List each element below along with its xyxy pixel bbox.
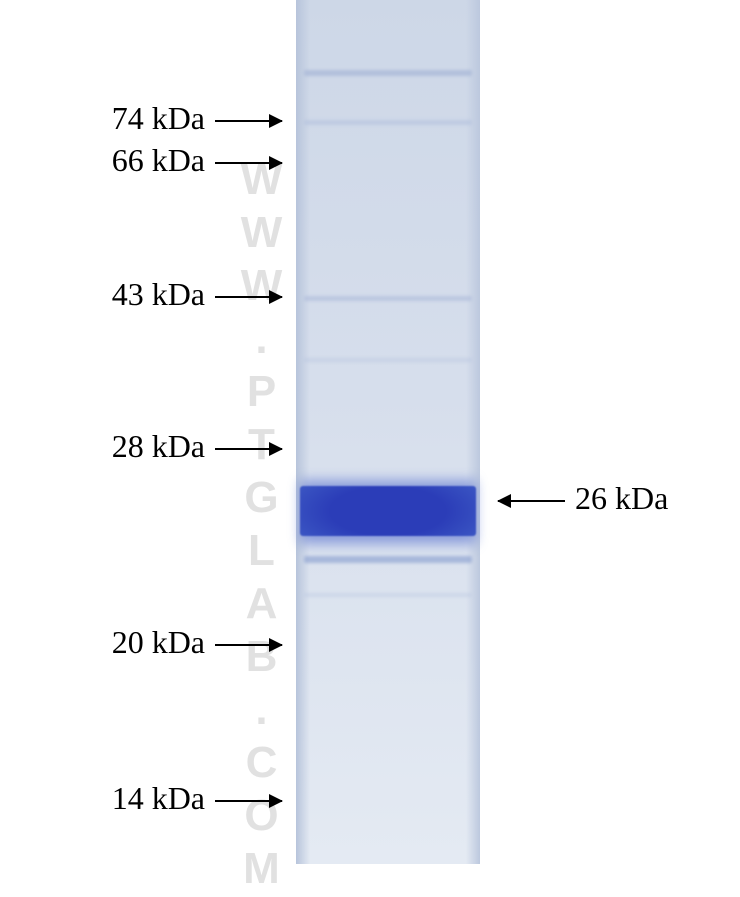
marker-label-right-0: 26 kDa xyxy=(575,480,668,517)
faint-band-0 xyxy=(304,70,472,76)
marker-label-left-5: 14 kDa xyxy=(112,780,205,817)
marker-arrow-left-0 xyxy=(215,120,282,122)
main-protein-band xyxy=(300,486,476,536)
marker-arrow-left-3 xyxy=(215,448,282,450)
faint-band-1 xyxy=(304,120,472,125)
gel-lane xyxy=(296,0,480,864)
marker-arrow-right-0 xyxy=(498,500,565,502)
marker-arrow-left-4 xyxy=(215,644,282,646)
marker-label-left-2: 43 kDa xyxy=(112,276,205,313)
faint-band-4 xyxy=(304,556,472,563)
marker-arrow-left-2 xyxy=(215,296,282,298)
marker-arrow-left-1 xyxy=(215,162,282,164)
gel-lane-left-edge xyxy=(296,0,310,864)
faint-band-5 xyxy=(304,593,472,597)
watermark-text: WWW.PTGLAB.COM xyxy=(236,155,286,897)
faint-band-2 xyxy=(304,296,472,301)
marker-arrow-left-5 xyxy=(215,800,282,802)
gel-lane-right-edge xyxy=(466,0,480,864)
marker-label-left-1: 66 kDa xyxy=(112,142,205,179)
marker-label-left-3: 28 kDa xyxy=(112,428,205,465)
marker-label-left-4: 20 kDa xyxy=(112,624,205,661)
faint-band-3 xyxy=(304,358,472,362)
marker-label-left-0: 74 kDa xyxy=(112,100,205,137)
